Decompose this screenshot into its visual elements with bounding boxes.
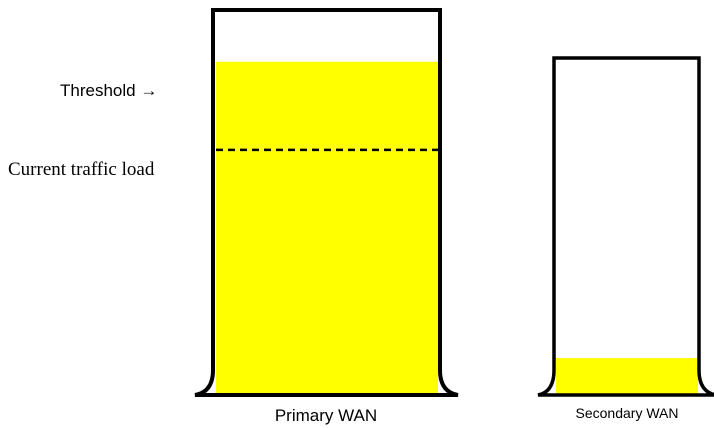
- primary-wan-outline: [194, 8, 459, 397]
- secondary-wan-fill: [556, 358, 698, 395]
- secondary-wan-container: [537, 56, 714, 397]
- secondary-wan-label: Secondary WAN: [576, 405, 679, 421]
- threshold-label: Threshold →: [60, 81, 157, 100]
- current-load-label: Current traffic load: [8, 159, 155, 180]
- primary-wan-fill: [216, 61, 438, 395]
- primary-wan-container: [194, 8, 459, 397]
- secondary-wan-outline: [537, 56, 714, 397]
- primary-wan-label: Primary WAN: [275, 406, 377, 425]
